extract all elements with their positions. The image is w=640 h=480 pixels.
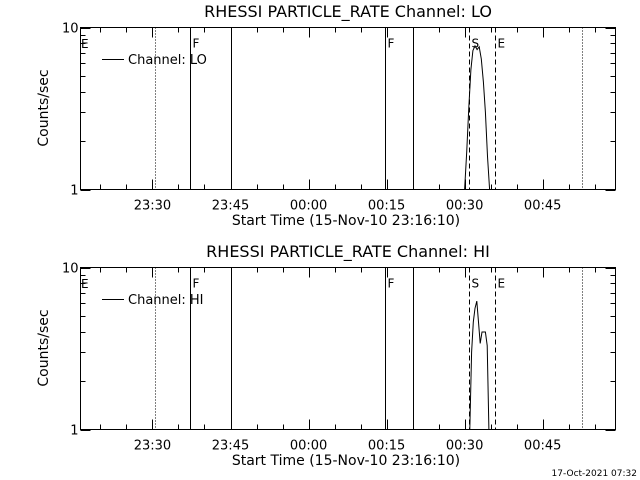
x-tick-label: 23:45 [212,439,249,454]
flag-label: F [388,37,395,51]
flag-label: S [472,277,480,291]
x-tick-label: 00:30 [446,199,483,214]
flag-label: E [498,277,506,291]
panel-lo: RHESSI PARTICLE_RATE Channel: LO 1 10 23:… [36,2,616,229]
left-edge-label: E [81,37,89,51]
flag-label: E [498,37,506,51]
flag-label: F [193,37,200,51]
x-axis-label: Start Time (15-Nov-10 23:16:10) [232,213,460,229]
x-tick-label: 00:30 [446,439,483,454]
x-tick-label: 23:30 [134,439,171,454]
x-tick-label: 00:45 [524,439,561,454]
flag-label: F [193,277,200,291]
timestamp: 17-Oct-2021 07:32 [552,469,637,479]
y-axis-label: Counts/sec [36,309,52,386]
x-tick-label: 00:00 [290,439,327,454]
y-axis: 1 10 [62,22,616,199]
y-axis: 1 10 [62,262,616,439]
y-axis-label: Counts/sec [36,69,52,146]
y-tick-label: 1 [70,424,78,439]
y-tick-label: 10 [62,262,79,277]
chart-title: RHESSI PARTICLE_RATE Channel: HI [206,242,490,262]
x-tick-label: 23:45 [212,199,249,214]
x-tick-label: 00:00 [290,199,327,214]
flag-label: F [388,277,395,291]
x-axis-label: Start Time (15-Nov-10 23:16:10) [232,453,460,469]
chart-title: RHESSI PARTICLE_RATE Channel: LO [204,2,492,22]
y-tick-label: 1 [70,184,78,199]
panel-hi: RHESSI PARTICLE_RATE Channel: HI 1 10 23:… [36,242,616,469]
legend-label: Channel: LO [128,53,207,68]
x-axis: 23:30 23:45 00:00 00:15 00:30 00:45 [100,27,596,214]
series-line-channel-lo [464,44,491,190]
legend-label: Channel: HI [128,293,204,308]
x-tick-label: 00:15 [368,199,405,214]
series-line-channel-hi [469,300,490,430]
x-tick-label: 00:45 [524,199,561,214]
left-edge-label: E [81,277,89,291]
plot-frame [80,267,616,430]
x-tick-label: 00:15 [368,439,405,454]
flag-label: S [472,37,480,51]
x-axis: 23:30 23:45 00:00 00:15 00:30 00:45 [100,267,596,454]
plot-frame [80,27,616,190]
x-tick-label: 23:30 [134,199,171,214]
y-tick-label: 10 [62,22,79,37]
